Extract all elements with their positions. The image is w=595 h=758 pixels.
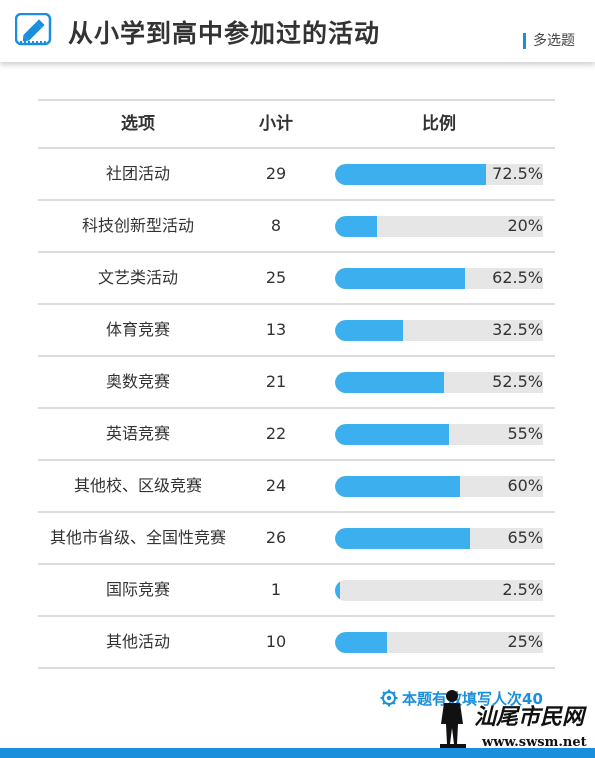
results-table: 选项 小计 比例 社团活动 29 72.5% 科技创新型活动 8 20% 文艺类活动 25 62… [38,99,555,669]
page-header: 从小学到高中参加过的活动 多选题 [0,0,595,62]
ratio-bar [335,164,486,185]
response-count-text: 本题有效填写人次40 [402,690,543,708]
ratio-bar-track [335,528,543,549]
table-row: 体育竞赛 13 32.5% [38,305,555,357]
gear-icon [380,689,398,707]
table-row: 国际竞赛 1 2.5% [38,565,555,617]
table-row: 文艺类活动 25 62.5% [38,253,555,305]
ratio-bar-track [335,476,543,497]
option-label: 社团活动 [105,164,170,183]
table-row: 奥数竞赛 21 52.5% [38,357,555,409]
ratio-label: 62.5% [492,268,543,287]
column-header-ratio: 比例 [422,114,456,134]
ratio-bar-track [335,268,543,289]
ratio-label: 20% [507,216,543,235]
watermark-site-url: www.swsm.net [481,735,587,750]
option-count: 26 [265,528,287,547]
ratio-label: 32.5% [492,320,543,339]
ratio-bar-track [335,164,543,185]
ratio-label: 55% [507,424,543,443]
option-count: 21 [265,372,287,391]
watermark-site-name: 汕尾市民网 [474,704,587,730]
ratio-bar-track [335,632,543,653]
page-title: 从小学到高中参加过的活动 [68,19,381,48]
option-label: 文艺类活动 [97,268,178,287]
column-header-count: 小计 [259,114,293,134]
option-count: 25 [265,268,287,287]
ratio-label: 2.5% [502,580,543,599]
option-label: 体育竞赛 [105,320,170,339]
ratio-label: 25% [507,632,543,651]
ratio-bar [335,320,403,341]
option-count: 1 [270,580,282,599]
ratio-bar-track [335,424,543,445]
table-body: 社团活动 29 72.5% 科技创新型活动 8 20% 文艺类活动 25 62.5% 体育竞赛 13… [38,149,555,669]
question-type-badge: 多选题 [523,33,575,49]
ratio-label: 60% [507,476,543,495]
option-label: 其他校、区级竞赛 [73,476,202,495]
ratio-bar-track [335,580,543,601]
ratio-bar [335,632,387,653]
ratio-bar [335,216,377,237]
ratio-label: 65% [507,528,543,547]
option-label: 科技创新型活动 [81,216,194,235]
option-count: 13 [265,320,287,339]
option-count: 8 [270,216,282,235]
ratio-bar [335,476,460,497]
ratio-bar-track [335,216,543,237]
ratio-bar [335,268,465,289]
option-label: 其他活动 [105,632,170,651]
table-row: 其他活动 10 25% [38,617,555,669]
table-header-row: 选项 小计 比例 [38,101,555,149]
table-row: 社团活动 29 72.5% [38,149,555,201]
option-label: 其他市省级、全国性竞赛 [49,528,226,547]
option-label: 英语竞赛 [105,424,170,443]
option-label: 国际竞赛 [105,580,170,599]
edit-pencil-icon [15,13,52,46]
ratio-label: 72.5% [492,164,543,183]
ratio-label: 52.5% [492,372,543,391]
ratio-bar [335,580,340,601]
option-count: 22 [265,424,287,443]
ratio-bar-track [335,320,543,341]
option-count: 24 [265,476,287,495]
ratio-bar-track [335,372,543,393]
table-row: 其他市省级、全国性竞赛 26 65% [38,513,555,565]
response-count-note: 本题有效填写人次40 [380,688,543,710]
site-watermark: 汕尾市民网 www.swsm.net [440,690,587,750]
option-count: 29 [265,164,287,183]
ratio-bar [335,424,449,445]
table-row: 科技创新型活动 8 20% [38,201,555,253]
ratio-bar [335,528,470,549]
option-label: 奥数竞赛 [105,372,170,391]
ratio-bar [335,372,444,393]
table-row: 其他校、区级竞赛 24 60% [38,461,555,513]
table-row: 英语竞赛 22 55% [38,409,555,461]
column-header-option: 选项 [121,114,155,134]
bottom-accent-band [0,748,595,758]
option-count: 10 [265,632,287,651]
